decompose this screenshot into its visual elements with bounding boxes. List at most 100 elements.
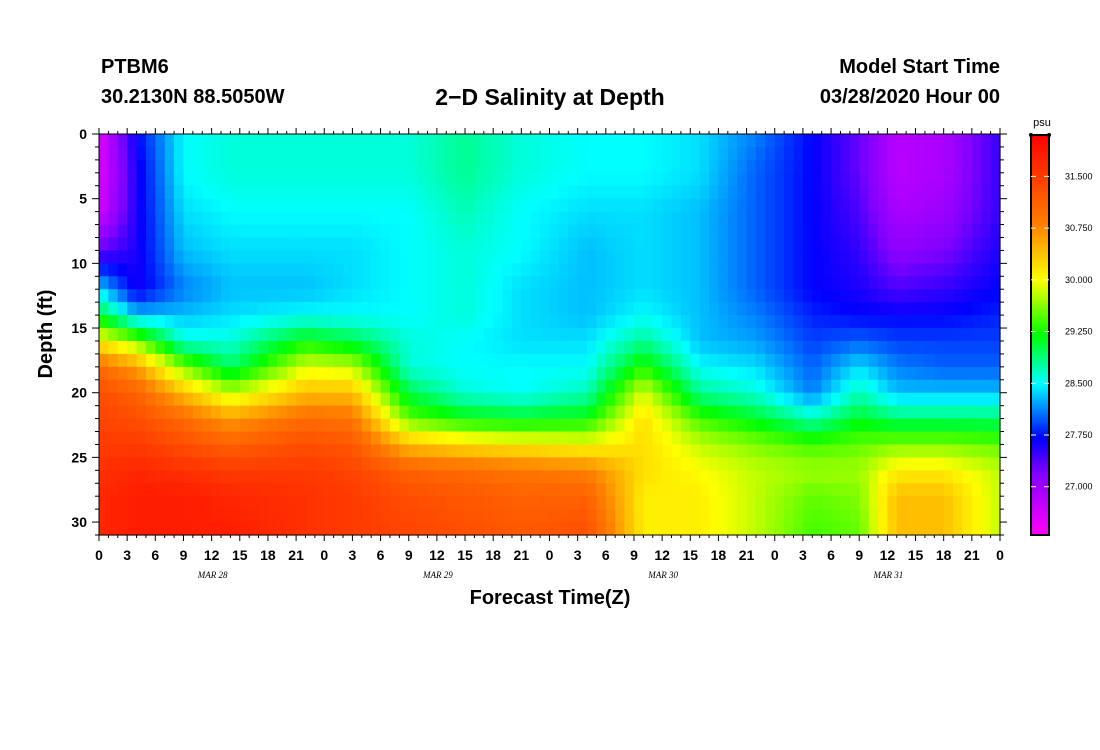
- heatmap-cell: [239, 392, 250, 407]
- heatmap-cell: [108, 276, 119, 290]
- heatmap-cell: [568, 159, 579, 174]
- heatmap-cell: [709, 496, 720, 510]
- heatmap-cell: [840, 522, 851, 536]
- heatmap-cell: [746, 198, 757, 213]
- heatmap-cell: [652, 470, 663, 484]
- heatmap-cell: [117, 276, 128, 290]
- heatmap-cell: [887, 392, 898, 407]
- heatmap-cell: [230, 509, 241, 523]
- heatmap-cell: [117, 198, 128, 213]
- heatmap-cell: [239, 250, 250, 264]
- heatmap-cell: [934, 328, 945, 342]
- heatmap-cell: [859, 418, 870, 433]
- heatmap-cell: [483, 276, 494, 290]
- heatmap-cell: [314, 457, 325, 471]
- heatmap-cell: [389, 302, 400, 316]
- date-labels: MAR 28 MAR 29 MAR 30 MAR 31: [197, 570, 904, 580]
- heatmap-cell: [596, 302, 607, 316]
- heatmap-cell: [493, 159, 504, 174]
- heatmap-cell: [343, 276, 354, 290]
- heatmap-cell: [971, 328, 982, 342]
- heatmap-cell: [821, 237, 832, 252]
- heatmap-cell: [230, 418, 241, 433]
- heatmap-cell: [258, 263, 269, 277]
- heatmap-cell: [662, 289, 673, 303]
- heatmap-cell: [239, 237, 250, 252]
- heatmap-cell: [427, 392, 438, 407]
- heatmap-cell: [784, 146, 795, 161]
- heatmap-cell: [117, 366, 128, 381]
- heatmap-cell: [127, 159, 138, 174]
- heatmap-cell: [812, 405, 823, 420]
- heatmap-cell: [371, 302, 382, 316]
- heatmap-cell: [906, 366, 917, 381]
- heatmap-cell: [418, 431, 429, 446]
- heatmap-cell: [812, 509, 823, 523]
- heatmap-cell: [859, 315, 870, 329]
- heatmap-cell: [596, 289, 607, 303]
- heatmap-cell: [906, 315, 917, 329]
- heatmap-cell: [784, 250, 795, 264]
- heatmap-cell: [324, 379, 335, 394]
- heatmap-cell: [877, 224, 888, 239]
- heatmap-cell: [380, 340, 391, 355]
- heatmap-cell: [690, 405, 701, 420]
- heatmap-cell: [887, 405, 898, 420]
- heatmap-cell: [962, 496, 973, 510]
- heatmap-cell: [455, 353, 466, 368]
- heatmap-cell: [418, 392, 429, 407]
- heatmap-cell: [981, 340, 992, 355]
- heatmap-cell: [108, 134, 119, 148]
- heatmap-cell: [145, 302, 156, 316]
- heatmap-cell: [784, 134, 795, 148]
- y-tick-label: 20: [71, 385, 87, 401]
- heatmap-cell: [239, 263, 250, 277]
- heatmap-cell: [314, 146, 325, 161]
- heatmap-cell: [202, 185, 213, 200]
- heatmap-cell: [183, 250, 194, 264]
- heatmap-cell: [943, 250, 954, 264]
- heatmap-cell: [662, 146, 673, 161]
- heatmap-cell: [896, 340, 907, 355]
- heatmap-cell: [277, 211, 288, 226]
- heatmap-cell: [680, 431, 691, 446]
- heatmap-cell: [211, 366, 222, 381]
- heatmap-cell: [155, 302, 166, 316]
- heatmap-cell: [924, 302, 935, 316]
- heatmap-cell: [558, 146, 569, 161]
- heatmap-cell: [727, 276, 738, 290]
- heatmap-cell: [183, 522, 194, 536]
- heatmap-cell: [277, 198, 288, 213]
- x-tick-label: 12: [204, 547, 220, 563]
- heatmap-cell: [277, 496, 288, 510]
- heatmap-cell: [530, 483, 541, 497]
- heatmap-cell: [755, 134, 766, 148]
- heatmap-cell: [981, 509, 992, 523]
- heatmap-cell: [305, 172, 316, 187]
- heatmap-cell: [662, 315, 673, 329]
- heatmap-cell: [521, 237, 532, 252]
- heatmap-cell: [633, 340, 644, 355]
- heatmap-cell: [474, 224, 485, 239]
- heatmap-cell: [286, 159, 297, 174]
- heatmap-cell: [174, 328, 185, 342]
- heatmap-cell: [211, 276, 222, 290]
- heatmap-cell: [718, 134, 729, 148]
- heatmap-cell: [849, 509, 860, 523]
- heatmap-cell: [662, 340, 673, 355]
- heatmap-cell: [267, 224, 278, 239]
- heatmap-cell: [155, 522, 166, 536]
- heatmap-cell: [840, 134, 851, 148]
- heatmap-cell: [230, 237, 241, 252]
- heatmap-cell: [990, 353, 1001, 368]
- heatmap-cell: [314, 328, 325, 342]
- heatmap-cell: [267, 444, 278, 458]
- heatmap-cell: [643, 353, 654, 368]
- heatmap-cell: [784, 315, 795, 329]
- heatmap-cell: [371, 470, 382, 484]
- heatmap-cell: [483, 224, 494, 239]
- heatmap-cell: [633, 185, 644, 200]
- heatmap-cell: [549, 172, 560, 187]
- heatmap-cell: [859, 211, 870, 226]
- heatmap-cell: [859, 470, 870, 484]
